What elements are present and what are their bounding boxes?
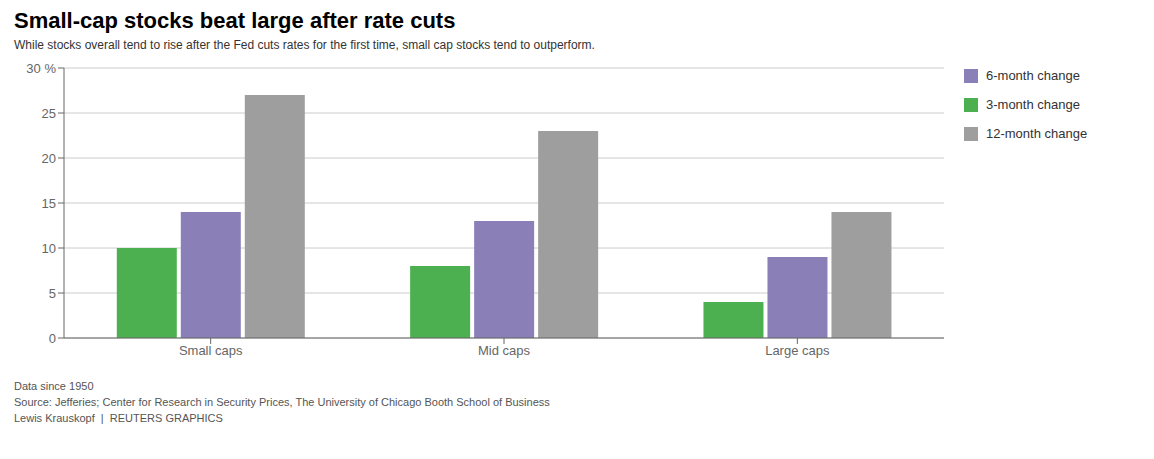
svg-text:Mid caps: Mid caps	[478, 343, 531, 358]
svg-text:20: 20	[42, 151, 56, 166]
svg-text:Small caps: Small caps	[179, 343, 243, 358]
svg-text:10: 10	[42, 241, 56, 256]
svg-text:15: 15	[42, 196, 56, 211]
svg-text:25: 25	[42, 106, 56, 121]
html-text:Data since 1950: Data since 1950	[14, 380, 94, 392]
html-text:Lewis Krauskopf | REUTERS GRAP: Lewis Krauskopf | REUTERS GRAPHICS	[14, 412, 223, 424]
svg-text:5: 5	[49, 286, 56, 301]
html-text:Small-cap stocks beat large af: Small-cap stocks beat large after rate c…	[14, 8, 456, 33]
svg-text:Large caps: Large caps	[765, 343, 830, 358]
html-text:12-month change: 12-month change	[986, 126, 1088, 141]
html-text:6-month change: 6-month change	[986, 68, 1080, 83]
html-text:Source: Jefferies; Center for: Source: Jefferies; Center for Research i…	[14, 396, 550, 408]
svg-text:0: 0	[49, 331, 56, 346]
html-text:While stocks overall tend to r: While stocks overall tend to rise after …	[14, 38, 595, 52]
svg-text:30 %: 30 %	[26, 61, 56, 76]
html-text:3-month change: 3-month change	[986, 97, 1080, 112]
